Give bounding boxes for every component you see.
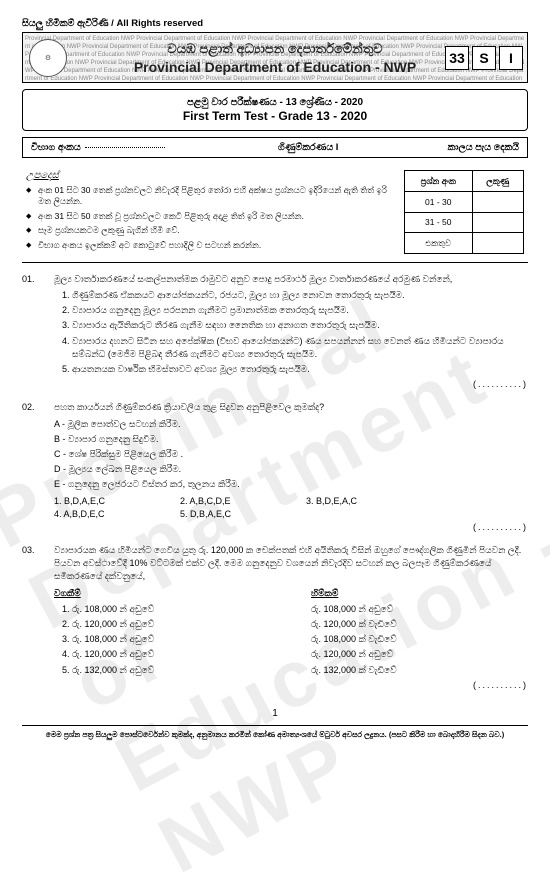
q2-option: 1. B,D,A,E,C (54, 495, 154, 508)
instruction-item: සෑම ප්‍රශ්නයකටම ලකුණු බැගින් හිමි වේ. (26, 225, 394, 236)
q2-number: 02. (22, 401, 46, 534)
q3-option-left: රු. 108,000 න් අඩුවේ (72, 633, 271, 646)
paper-codes: 33 S I (445, 46, 523, 70)
q2-label: C - ශේෂ පිරික්සුම පිළියෙල කිරීම . (54, 448, 528, 461)
q2-answer-blank: (..........) (54, 521, 528, 534)
exam-title-en: First Term Test - Grade 13 - 2020 (33, 109, 517, 123)
q3-option-left: රු. 120,000 න් අඩුවේ (72, 648, 271, 661)
q3-option-right: රු. 108,000 න් අඩුවේ (311, 603, 528, 616)
marks-total-label: එකතුව (405, 232, 473, 253)
subject-name: ගිණුම්කරණය I (278, 142, 339, 153)
q1-item: ව්‍යාපාරය දහනට සිටින සහ අපේක්ෂික (විභව ආ… (72, 335, 528, 361)
q3-right-list: රු. 108,000 න් අඩුවේ රු. 120,000 ක් වැඩිව… (311, 603, 528, 676)
marks-table: ප්‍රශ්න අංක ලකුණු 01 - 30 31 - 50 එකතුව (404, 170, 524, 254)
q2-label: D - මූල්‍යය ලේඛන පිළියෙල කිරීම. (54, 463, 528, 476)
rights-reserved: සියලු හිමිකම් ඇවිරිණි / All Rights reser… (22, 18, 528, 29)
question-1: 01. මූල්‍ය වාර්තාකරණයේ සංකල්පනාත්මක රාමු… (22, 273, 528, 390)
q2-option: 3. B,D,E,A,C (306, 495, 406, 508)
q2-options: 1. B,D,A,E,C 2. A,B,C,D,E 3. B,D,E,A,C 4… (54, 495, 528, 521)
title-box: පළමු වාර පරීක්ෂණය - 13 ශ්‍රේණිය - 2020 F… (22, 89, 528, 131)
q2-label-list: A - මූලික පොත්වල සටහන් කිරීම. B - ව්‍යාප… (54, 418, 528, 491)
question-3: 03. ව්‍යාපාරයක ණය හිමියන්ට ගෙවිය යුතු රු… (22, 544, 528, 691)
q3-option-left: රු. 120,000 න් අඩුවේ (72, 618, 271, 631)
q3-option-left: රු. 132,000 න් අඩුවේ (72, 664, 271, 677)
marks-head-marks: ලකුණු (472, 171, 523, 192)
q1-item: ව්‍යාපාරය ඇයිතිකරුට තීරණ ගැනීම සඳහා නෛති… (72, 319, 528, 332)
instructions-box: උපදෙස් අංක 01 සිට 30 තෙක් ප්‍රශ්නවලට නිව… (22, 164, 528, 263)
q1-item: ආයතනයක වාර්ෂික භිමස්තාවට අවශ්‍ය මූල්‍ය ත… (72, 363, 528, 376)
exam-title-si: පළමු වාර පරීක්ෂණය - 13 ශ්‍රේණිය - 2020 (33, 97, 517, 108)
marks-head-qno: ප්‍රශ්න අංක (405, 171, 473, 192)
q2-option: 2. A,B,C,D,E (180, 495, 280, 508)
q3-col-left-title: වගකීම් (54, 587, 271, 600)
exam-no-label: විභාග අංකය (31, 142, 81, 153)
q1-item: ගිණුම්කරණ ඒකකයට ආයෝජකයන්ට, රජයට, මූල්‍ය … (72, 289, 528, 302)
q1-number: 01. (22, 273, 46, 390)
q3-col-right-title: හිම්කම් (311, 587, 528, 600)
q3-option-right: රු. 132,000 ක් වැඩිවේ (311, 664, 528, 677)
marks-total-val (472, 232, 523, 253)
instructions-title: උපදෙස් (26, 170, 394, 181)
instructions-list: අංක 01 සිට 30 තෙක් ප්‍රශ්නවලට නිවැරදි පි… (26, 185, 394, 251)
q2-option: 5. D,B,A,E,C (180, 508, 280, 521)
header-box: Provincial Department of Education NWP P… (22, 32, 528, 83)
q3-stem: ව්‍යාපාරයක ණය හිමියන්ට ගෙවිය යුතු රු. 12… (54, 544, 528, 583)
question-2: 02. පහත කාර්යයන් ගිණුම්කරණ ක්‍රියාවලිය ත… (22, 401, 528, 534)
marks-val-1 (472, 192, 523, 212)
code-i: I (499, 46, 523, 70)
exam-no-blank (85, 147, 165, 148)
subject-row: විභාග අංකය ගිණුම්කරණය I කාලය පැය දෙකයි (22, 137, 528, 158)
q3-answer-blank: (..........) (54, 679, 528, 692)
q3-number: 03. (22, 544, 46, 691)
q3-option-right: රු. 120,000 න් අඩුවේ (311, 648, 528, 661)
q1-stem: මූල්‍ය වාර්තාකරණයේ සංකල්පනාත්මක රාමුවට අ… (54, 273, 528, 286)
instruction-item: අංක 31 සිට 50 තෙක් වූ ප්‍රශ්නවලට කෙටි පි… (26, 211, 394, 222)
code-s: S (472, 46, 496, 70)
q2-label: B - ව්‍යාපාර ගනුදෙනු සිදුවීම. (54, 433, 528, 446)
q2-label: A - මූලික පොත්වල සටහන් කිරීම. (54, 418, 528, 431)
footer-note: මෙම ප්‍රශ්න පත්‍ර සියලුම පොස්ටර්වෙන්ව කු… (22, 725, 528, 740)
q3-option-right: රු. 120,000 ක් වැඩිවේ (311, 618, 528, 631)
instruction-item: අංක 01 සිට 30 තෙක් ප්‍රශ්නවලට නිවැරදි පි… (26, 185, 394, 208)
q2-label: E - ගනුදෙනු ලෙජරයට විස්තර කර, තුලනය කිරී… (54, 478, 528, 491)
instruction-item: විභාග අංකය ඉලක්කම් අට කොටුවේ පහාදිලි ව ස… (26, 240, 394, 251)
q1-statements: ගිණුම්කරණ ඒකකයට ආයෝජකයන්ට, රජයට, මූල්‍ය … (54, 289, 528, 375)
q1-item: ව්‍යාපාරය ගනුදෙනු මූල්‍ය පරපනන ගැනීමට ප්… (72, 304, 528, 317)
page-number: 1 (22, 708, 528, 719)
marks-range-2: 31 - 50 (405, 212, 473, 232)
duration-label: කාලය පැය දෙකයි (448, 142, 519, 153)
code-33: 33 (445, 46, 469, 70)
q3-option-right: රු. 108,000 ක් වැඩිවේ (311, 633, 528, 646)
marks-range-1: 01 - 30 (405, 192, 473, 212)
q1-answer-blank: (..........) (54, 378, 528, 391)
q2-option: 4. A,B,D,E,C (54, 508, 154, 521)
q2-stem: පහත කාර්යයන් ගිණුම්කරණ ක්‍රියාවලිය තුළ ස… (54, 401, 528, 414)
q3-option-left: රු. 108,000 න් අඩුවේ (72, 603, 271, 616)
q3-left-list: රු. 108,000 න් අඩුවේ රු. 120,000 න් අඩුවේ… (54, 603, 271, 676)
marks-val-2 (472, 212, 523, 232)
